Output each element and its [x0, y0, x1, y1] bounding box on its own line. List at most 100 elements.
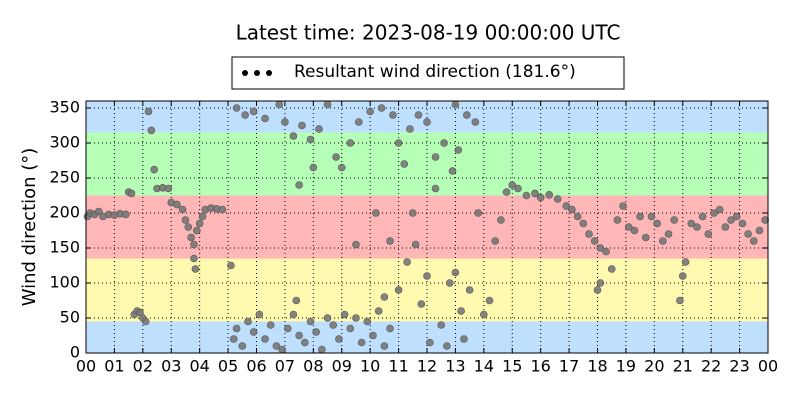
- data-point: [394, 139, 403, 147]
- data-point: [687, 219, 696, 228]
- data-point: [187, 233, 195, 242]
- legend-marker: [266, 70, 272, 76]
- x-tick-label: 09: [332, 357, 352, 376]
- data-point: [593, 286, 602, 294]
- data-point: [272, 342, 281, 350]
- data-point: [445, 279, 454, 287]
- data-point: [423, 118, 431, 126]
- data-point: [744, 230, 752, 238]
- data-point: [255, 310, 264, 319]
- data-point: [241, 111, 249, 119]
- x-tick-label: 07: [275, 357, 295, 376]
- data-point: [502, 188, 511, 196]
- data-point: [681, 258, 690, 266]
- data-point: [249, 107, 258, 116]
- y-tick-label: 0: [70, 343, 80, 362]
- x-tick-label: 15: [502, 357, 522, 376]
- data-point: [676, 296, 684, 305]
- data-point: [653, 219, 661, 228]
- data-point: [443, 342, 451, 350]
- data-point: [195, 219, 204, 228]
- data-point: [191, 265, 200, 273]
- data-point: [698, 212, 707, 221]
- data-point: [318, 345, 326, 354]
- data-point: [460, 335, 468, 343]
- data-point: [232, 324, 241, 333]
- data-point: [283, 324, 292, 333]
- data-point: [508, 181, 517, 189]
- data-point: [181, 216, 190, 224]
- data-point: [363, 317, 372, 326]
- data-point: [715, 205, 724, 214]
- data-point: [408, 209, 417, 217]
- data-point: [369, 331, 377, 340]
- data-point: [491, 237, 500, 245]
- data-point: [164, 184, 173, 193]
- data-point: [596, 279, 605, 287]
- x-tick-label: 06: [246, 357, 266, 376]
- data-point: [266, 321, 275, 329]
- data-point: [721, 223, 730, 231]
- data-point: [190, 254, 198, 263]
- data-point: [596, 244, 605, 252]
- x-tick-label: 14: [474, 357, 494, 376]
- data-point: [190, 240, 198, 249]
- data-point: [457, 307, 465, 315]
- data-point: [710, 209, 718, 217]
- data-point: [309, 163, 318, 172]
- data-point: [289, 310, 298, 319]
- data-point: [386, 237, 394, 245]
- data-point: [531, 189, 539, 198]
- data-point: [545, 191, 553, 199]
- data-point: [232, 104, 241, 112]
- x-tick-label: 04: [189, 357, 209, 376]
- y-axis-label: Wind direction (°): [19, 148, 40, 307]
- x-tick-label: 13: [445, 357, 465, 376]
- x-tick-label: 12: [417, 357, 437, 376]
- data-point: [244, 317, 252, 326]
- data-point: [755, 226, 764, 235]
- y-tick-label: 200: [49, 203, 80, 222]
- data-point: [451, 100, 460, 109]
- data-point: [150, 165, 158, 174]
- data-point: [642, 233, 650, 242]
- data-point: [335, 335, 343, 343]
- data-point: [568, 205, 576, 214]
- data-point: [480, 310, 488, 319]
- data-point: [141, 317, 150, 326]
- plot-area: 00 01 02 03 04 05 06 07 08 09 10 11 12 13 14 15 16 17 18 19…: [49, 98, 778, 376]
- data-point: [414, 111, 423, 119]
- data-point: [306, 135, 315, 144]
- data-point: [352, 240, 360, 249]
- data-point: [94, 207, 103, 216]
- x-tick-label: 23: [729, 357, 749, 376]
- x-tick-label: 20: [644, 357, 664, 376]
- x-tick-label: 22: [701, 357, 721, 376]
- data-point: [590, 237, 599, 245]
- data-point: [337, 163, 346, 172]
- data-point: [275, 100, 284, 109]
- data-point: [522, 191, 531, 200]
- data-point: [312, 328, 320, 336]
- x-tick-label: 17: [559, 357, 579, 376]
- chart-title: Latest time: 2023-08-19 00:00:00 UTC: [236, 21, 621, 45]
- data-point: [485, 296, 494, 305]
- data-point: [462, 111, 471, 119]
- data-point: [536, 193, 545, 202]
- data-point: [261, 335, 269, 343]
- data-point: [670, 216, 679, 224]
- data-point: [346, 139, 355, 147]
- data-point: [749, 237, 758, 245]
- data-point: [229, 335, 238, 343]
- data-point: [678, 272, 687, 280]
- data-point: [394, 286, 403, 294]
- x-tick-label: 03: [161, 357, 181, 376]
- data-point: [613, 216, 622, 224]
- data-point: [227, 261, 235, 270]
- data-point: [693, 223, 701, 231]
- data-point: [193, 226, 201, 235]
- y-tick-label: 350: [49, 98, 80, 117]
- y-tick-label: 100: [49, 273, 80, 292]
- data-point: [647, 212, 656, 221]
- data-point: [630, 226, 639, 235]
